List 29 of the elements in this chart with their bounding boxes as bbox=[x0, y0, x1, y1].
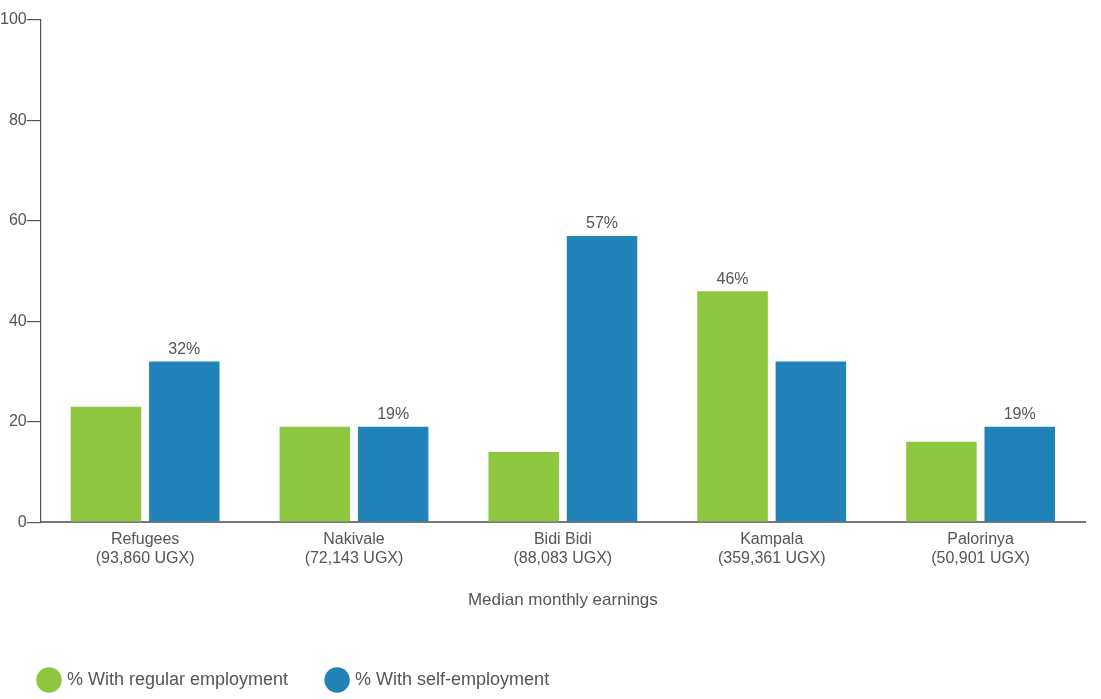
x-tick-label: Kampala (359,361 UGX) bbox=[717, 530, 826, 567]
y-tick-label: 100 bbox=[0, 10, 27, 28]
bar bbox=[357, 426, 429, 522]
y-tick-label: 20 bbox=[8, 412, 27, 430]
bar bbox=[775, 361, 847, 522]
y-tick-label: 40 bbox=[8, 311, 27, 329]
bar bbox=[906, 441, 977, 522]
bar bbox=[697, 291, 768, 522]
data-label: 46% bbox=[716, 269, 749, 287]
data-label: 57% bbox=[585, 214, 619, 232]
x-axis-title: Median monthly earnings bbox=[467, 590, 658, 610]
legend-label: % With regular employment bbox=[67, 668, 289, 689]
y-tick-label: 0 bbox=[17, 512, 27, 530]
bar bbox=[149, 361, 220, 522]
data-label: 19% bbox=[377, 405, 410, 423]
bar bbox=[984, 426, 1055, 522]
x-tick-label: Bidi Bidi (88,083 UGX) bbox=[513, 530, 613, 567]
x-tick-label: Palorinya (50,901 UGX) bbox=[931, 530, 1030, 567]
x-tick-label: Nakivale (72,143 UGX) bbox=[304, 530, 404, 567]
bar bbox=[70, 406, 142, 522]
y-tick-label: 80 bbox=[8, 110, 27, 128]
data-label: 19% bbox=[1003, 405, 1036, 423]
bar bbox=[279, 426, 351, 522]
bar bbox=[488, 451, 559, 522]
bar bbox=[566, 235, 638, 522]
data-label: 32% bbox=[168, 339, 201, 357]
x-tick-label: Refugees (93,860 UGX) bbox=[95, 530, 195, 567]
y-tick-label: 60 bbox=[8, 211, 27, 229]
legend-label: % With self-employment bbox=[355, 668, 550, 689]
